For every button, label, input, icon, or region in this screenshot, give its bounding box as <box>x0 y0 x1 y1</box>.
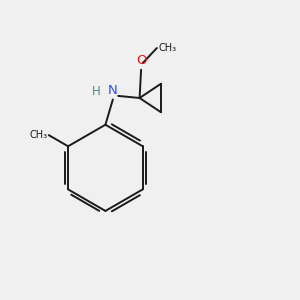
Text: H: H <box>92 85 101 98</box>
Text: CH₃: CH₃ <box>158 43 176 53</box>
Text: CH₃: CH₃ <box>29 130 47 140</box>
Text: O: O <box>136 54 146 68</box>
Text: N: N <box>108 84 118 97</box>
